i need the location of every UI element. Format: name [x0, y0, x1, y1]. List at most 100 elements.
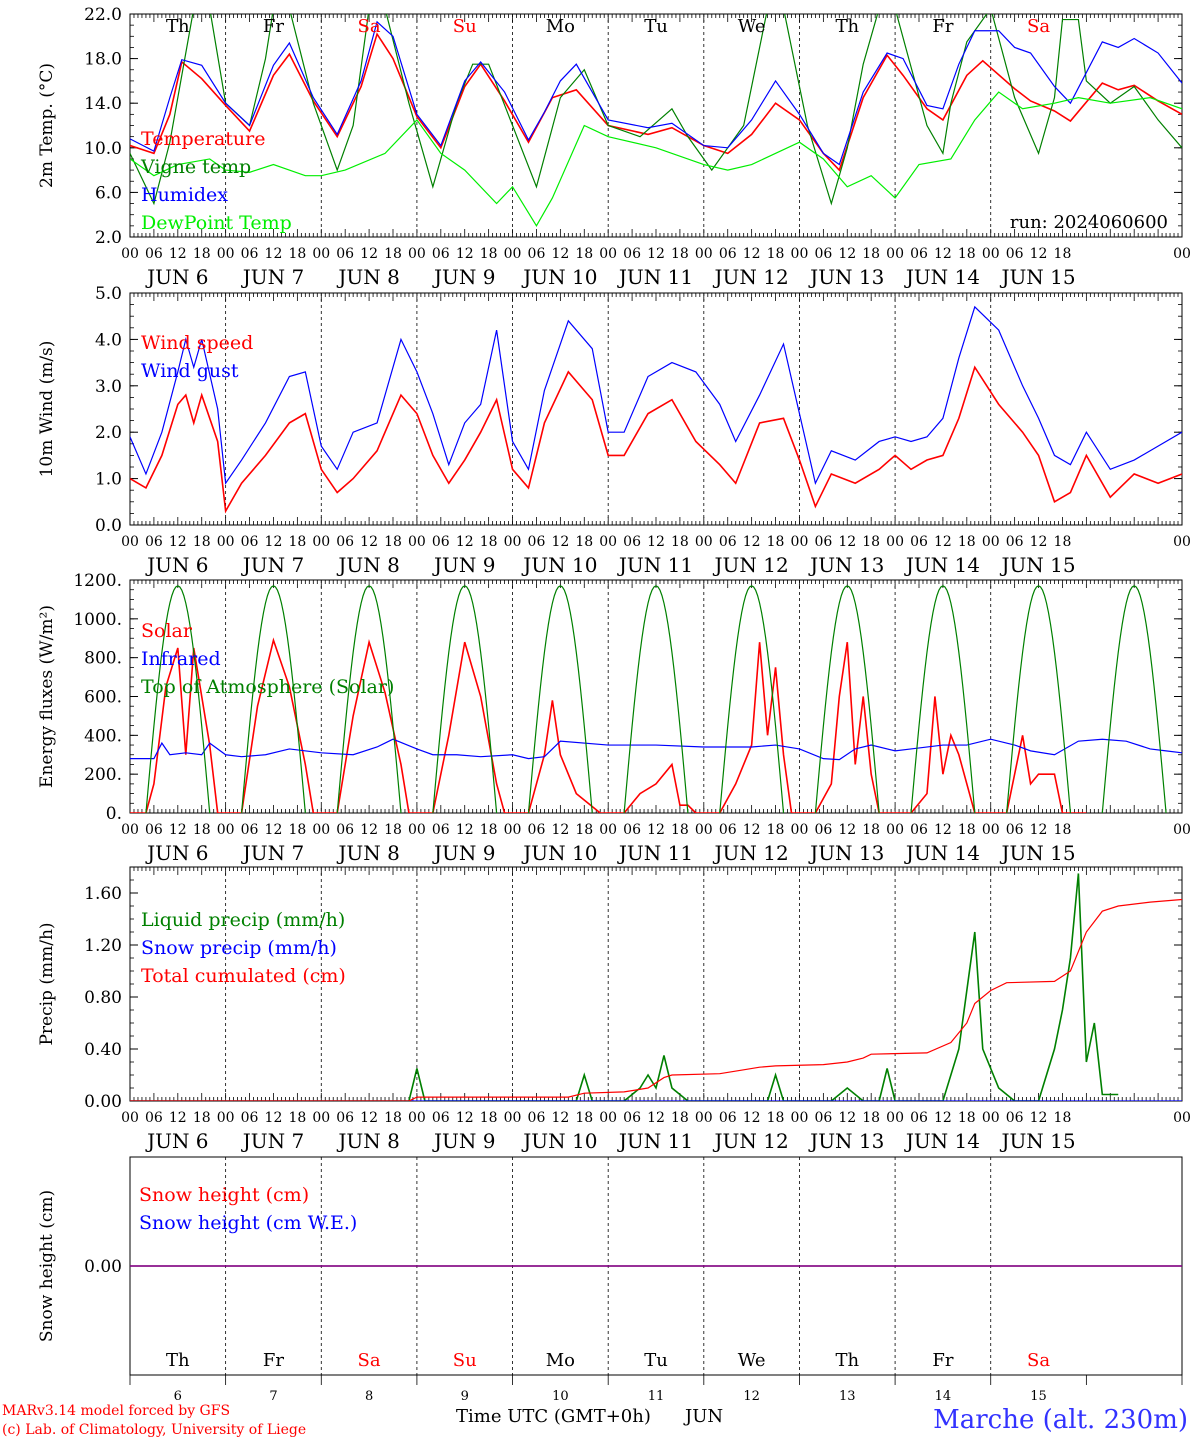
y-tick-label: 400.: [84, 726, 122, 746]
day-abbr-top: Fr: [263, 16, 284, 37]
hour-tick-label: 00: [121, 822, 139, 838]
hour-tick-label: 12: [265, 1110, 283, 1126]
hour-tick-label: 06: [336, 822, 354, 838]
day-number: 14: [935, 1389, 952, 1404]
hour-tick-label: 12: [169, 534, 187, 550]
y-tick-label: 0.0: [95, 516, 122, 536]
hour-tick-label: 18: [288, 246, 306, 262]
series-group: [130, 585, 1182, 813]
panel-4: 0.00 0.40 0.80 1.20 1.60 Precip (mm/h) Liquid …: [37, 866, 1191, 1153]
hour-tick-label: 18: [193, 534, 211, 550]
date-label: JUN 13: [808, 1129, 884, 1153]
hour-tick-label: 06: [241, 246, 259, 262]
hour-tick-label: 06: [814, 534, 832, 550]
y-tick-label: 18.0: [84, 50, 122, 70]
series-line-top-of-atmosphere-solar-: [145, 585, 211, 813]
hour-tick-label: 18: [1054, 1110, 1072, 1126]
hour-tick-label: 06: [145, 534, 163, 550]
hour-tick-label: 18: [193, 1110, 211, 1126]
y-tick-label: 600.: [84, 688, 122, 708]
hour-tick-label: 06: [910, 822, 928, 838]
hour-tick-label: 12: [169, 822, 187, 838]
hour-tick-label: 00: [791, 1110, 809, 1126]
hour-tick-label: 12: [1030, 1110, 1048, 1126]
x-axis-title: Time UTC (GMT+0h): [456, 1406, 651, 1427]
date-label: JUN 15: [999, 841, 1075, 865]
hour-tick-label: 18: [862, 822, 880, 838]
hour-tick-label: 18: [193, 246, 211, 262]
day-abbr-bottom: Th: [835, 1350, 859, 1371]
hour-tick-label: 06: [910, 246, 928, 262]
hour-tick-label: 06: [528, 1110, 546, 1126]
y-tick-label: 2.0: [95, 423, 122, 443]
hour-tick-label: 12: [647, 1110, 665, 1126]
hour-tick-label: 18: [671, 246, 689, 262]
hour-tick-label: 12: [838, 534, 856, 550]
hour-tick-label: 12: [743, 1110, 761, 1126]
y-tick-label: 2.0: [95, 228, 122, 248]
hour-tick-label: 00: [1173, 1110, 1191, 1126]
hour-tick-label: 06: [910, 534, 928, 550]
date-label: JUN 7: [241, 553, 304, 577]
day-abbr-top: Mo: [546, 16, 575, 37]
y-axis-label: 10m Wind (m/s): [37, 341, 57, 478]
hour-tick-label: 00: [312, 534, 330, 550]
hour-tick-label: 12: [551, 822, 569, 838]
hour-tick-label: 18: [384, 1110, 402, 1126]
day-abbr-bottom: Tu: [644, 1350, 668, 1371]
y-tick-label: 1200.: [73, 571, 122, 591]
hour-tick-label: 18: [480, 246, 498, 262]
hour-tick-label: 12: [551, 1110, 569, 1126]
hour-tick-label: 18: [1054, 822, 1072, 838]
hour-tick-label: 00: [695, 246, 713, 262]
hour-tick-label: 12: [265, 246, 283, 262]
hour-tick-label: 12: [743, 822, 761, 838]
hour-tick-label: 12: [934, 1110, 952, 1126]
hour-tick-label: 06: [814, 822, 832, 838]
hour-tick-label: 12: [934, 246, 952, 262]
y-tick-label: 0.00: [84, 1092, 122, 1112]
series-line-wind-gust: [130, 305, 1182, 486]
y-tick-label: 3.0: [95, 377, 122, 397]
hour-tick-label: 06: [623, 822, 641, 838]
hour-tick-label: 00: [599, 1110, 617, 1126]
series-line-infrared: [130, 738, 1182, 761]
hour-tick-label: 06: [1006, 1110, 1024, 1126]
hour-tick-label: 12: [360, 822, 378, 838]
hour-tick-label: 06: [1006, 534, 1024, 550]
hour-tick-label: 18: [767, 246, 785, 262]
hour-tick-label: 06: [719, 534, 737, 550]
day-abbr-top: Su: [453, 16, 477, 37]
hour-tick-label: 06: [336, 534, 354, 550]
hour-tick-label: 12: [360, 246, 378, 262]
hour-tick-label: 12: [169, 1110, 187, 1126]
model-credit: MARv3.14 model forced by GFS: [2, 1403, 230, 1419]
series-line-top-of-atmosphere-solar-: [432, 585, 498, 813]
day-abbr-top: Fr: [932, 16, 953, 37]
hour-tick-label: 00: [599, 822, 617, 838]
hour-tick-label: 00: [791, 534, 809, 550]
date-label: JUN 8: [336, 265, 399, 289]
hour-tick-label: 06: [814, 1110, 832, 1126]
y-tick-label: 0.40: [84, 1040, 122, 1060]
day-abbr-top: Tu: [644, 16, 668, 37]
series-line-liquid-precip-mm-h-: [130, 873, 1119, 1101]
legend-entry: Snow precip (mm/h): [141, 937, 337, 959]
y-tick-label: 800.: [84, 649, 122, 669]
y-axis-label: 2m Temp. (°C): [37, 63, 57, 188]
hour-tick-label: 00: [599, 534, 617, 550]
series-line-top-of-atmosphere-solar-: [719, 585, 785, 813]
y-tick-label: 1000.: [73, 610, 122, 630]
hour-tick-label: 12: [743, 534, 761, 550]
panel-1: 2.0 6.0 10.0 14.0 18.0 22.0 2m Temp. (°C) Tempe…: [37, 5, 1191, 289]
legend-entry: Humidex: [141, 184, 228, 206]
hour-tick-label: 00: [886, 534, 904, 550]
legend-entry: Vigne temp: [140, 156, 251, 178]
day-number: 7: [269, 1389, 277, 1404]
hour-tick-label: 12: [551, 534, 569, 550]
hour-tick-label: 06: [623, 534, 641, 550]
hour-tick-label: 06: [1006, 246, 1024, 262]
hour-tick-label: 06: [719, 1110, 737, 1126]
hour-tick-label: 18: [1054, 246, 1072, 262]
hour-tick-label: 00: [1173, 534, 1191, 550]
